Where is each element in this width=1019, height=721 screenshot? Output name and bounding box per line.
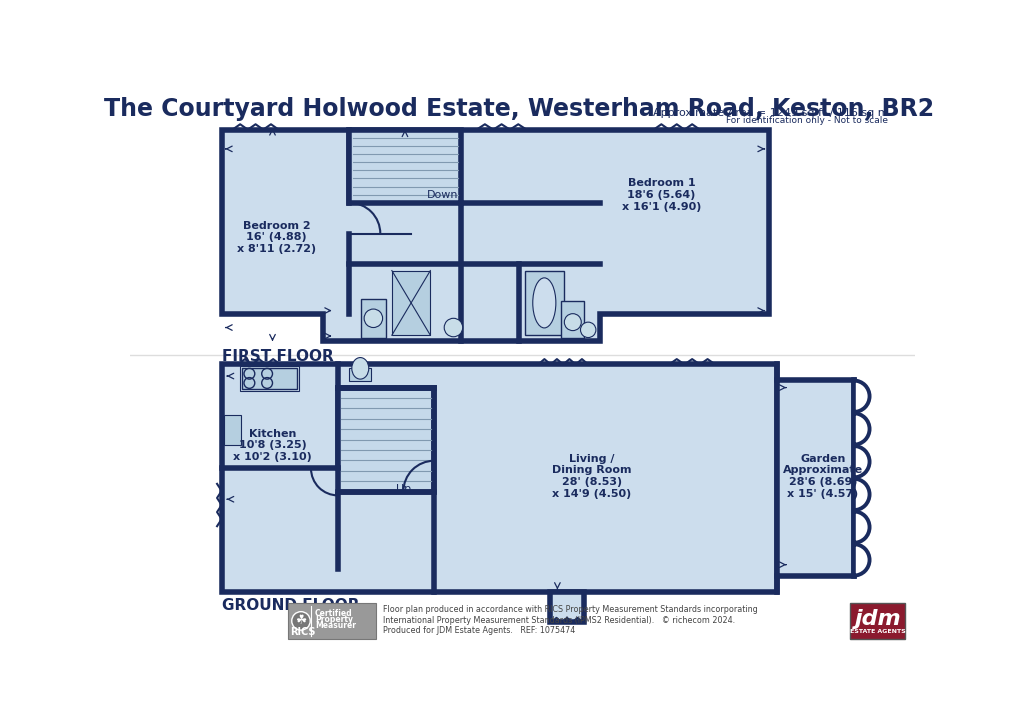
Text: Measurer: Measurer — [315, 621, 356, 630]
Ellipse shape — [532, 278, 555, 328]
Text: Property: Property — [315, 615, 353, 624]
Bar — [560, 301, 584, 337]
Text: ESTATE AGENTS: ESTATE AGENTS — [849, 629, 905, 634]
Circle shape — [291, 611, 310, 630]
Text: jdm: jdm — [854, 609, 900, 629]
Wedge shape — [853, 446, 869, 477]
Bar — [350, 130, 461, 203]
Text: Bedroom 1
18'6 (5.64)
x 16'1 (4.90): Bedroom 1 18'6 (5.64) x 16'1 (4.90) — [621, 179, 700, 212]
Bar — [549, 592, 584, 622]
Bar — [337, 388, 434, 492]
Text: FIRST FLOOR: FIRST FLOOR — [222, 349, 334, 364]
Bar — [849, 603, 905, 639]
Polygon shape — [222, 130, 768, 341]
Bar — [776, 380, 853, 576]
Text: Kitchen
10'8 (3.25)
x 10'2 (3.10): Kitchen 10'8 (3.25) x 10'2 (3.10) — [233, 429, 312, 462]
Text: GROUND FLOOR: GROUND FLOOR — [222, 598, 360, 613]
Text: Living /
Dining Room
28' (8.53)
x 14'9 (4.50): Living / Dining Room 28' (8.53) x 14'9 (… — [551, 454, 631, 498]
Text: Floor plan produced in accordance with RICS Property Measurement Standards incor: Floor plan produced in accordance with R… — [382, 605, 757, 635]
Bar — [242, 368, 297, 389]
Wedge shape — [853, 479, 869, 510]
Circle shape — [564, 314, 581, 331]
Text: Certified: Certified — [315, 609, 353, 618]
Bar — [222, 365, 776, 592]
Text: Bedroom 2
16' (4.88)
x 8'11 (2.72): Bedroom 2 16' (4.88) x 8'11 (2.72) — [236, 221, 316, 254]
Text: Approximate Area = 1249 sq ft / 116 sq m: Approximate Area = 1249 sq ft / 116 sq m — [652, 108, 888, 118]
Wedge shape — [853, 511, 869, 543]
Wedge shape — [853, 544, 869, 575]
Wedge shape — [853, 413, 869, 445]
Bar — [350, 368, 371, 381]
Text: ☘: ☘ — [296, 614, 307, 627]
Bar — [361, 299, 385, 337]
Bar — [525, 270, 564, 335]
Text: Up: Up — [395, 484, 411, 494]
Text: RICS: RICS — [290, 627, 316, 637]
Circle shape — [580, 322, 595, 337]
Ellipse shape — [352, 358, 369, 379]
Bar — [391, 270, 430, 335]
Text: Garden
Approximate
28'6 (8.69)
x 15' (4.57): Garden Approximate 28'6 (8.69) x 15' (4.… — [783, 454, 862, 498]
Bar — [224, 415, 240, 446]
Wedge shape — [853, 381, 869, 412]
Bar — [287, 603, 376, 639]
Circle shape — [364, 309, 382, 327]
Text: The Courtyard Holwood Estate, Westerham Road, Keston, BR2: The Courtyard Holwood Estate, Westerham … — [104, 97, 933, 121]
Text: For identification only - Not to scale: For identification only - Not to scale — [726, 116, 888, 125]
Bar — [239, 366, 299, 391]
Circle shape — [444, 318, 463, 337]
Text: Down: Down — [426, 190, 458, 200]
